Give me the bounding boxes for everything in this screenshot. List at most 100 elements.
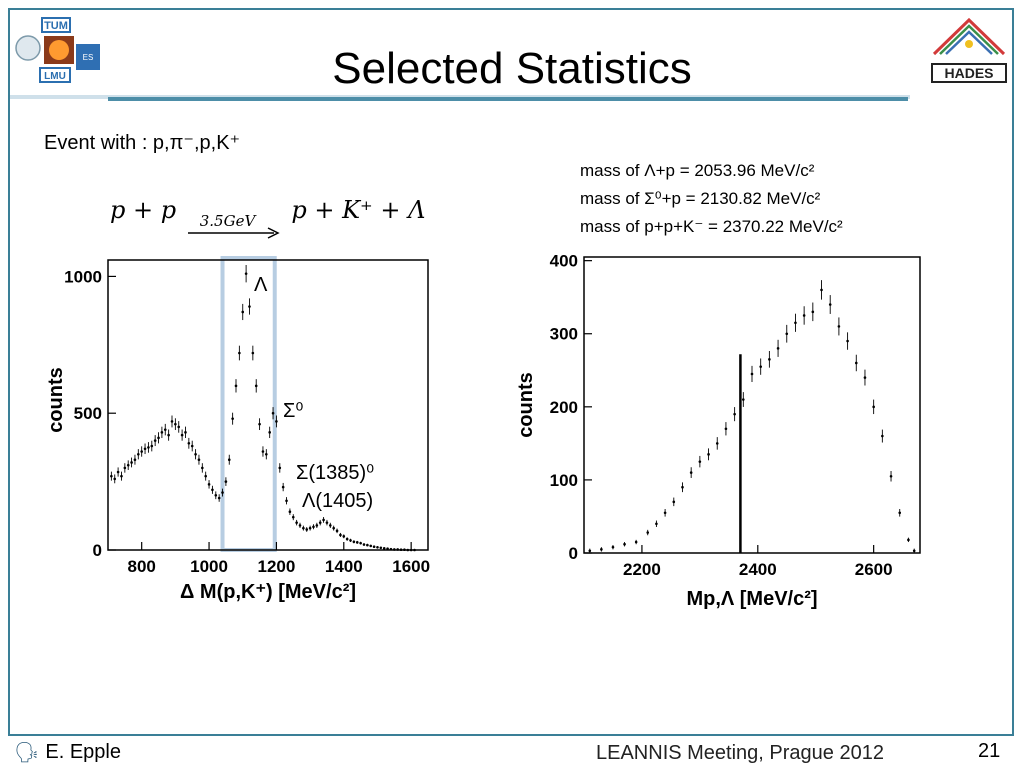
data-point bbox=[221, 488, 224, 497]
hades-logo: HADES bbox=[931, 17, 1007, 83]
data-point bbox=[828, 295, 832, 314]
data-point bbox=[689, 467, 693, 478]
data-point bbox=[389, 547, 393, 551]
y-tick-label: 100 bbox=[550, 471, 578, 490]
x-tick-label: 1000 bbox=[190, 557, 228, 576]
data-point bbox=[291, 514, 295, 521]
data-point bbox=[318, 519, 322, 526]
data-point bbox=[298, 522, 302, 528]
data-point bbox=[672, 497, 676, 507]
data-point bbox=[251, 345, 255, 361]
data-point bbox=[258, 418, 261, 431]
data-point bbox=[399, 548, 403, 552]
data-point bbox=[366, 543, 369, 547]
data-point bbox=[241, 303, 245, 321]
x-tick-label: 800 bbox=[127, 557, 155, 576]
data-point bbox=[197, 454, 201, 465]
data-point bbox=[265, 449, 268, 460]
data-point bbox=[342, 534, 346, 539]
data-point bbox=[379, 546, 383, 550]
y-tick-label: 200 bbox=[550, 398, 578, 417]
data-point bbox=[227, 454, 231, 465]
data-point bbox=[174, 418, 177, 431]
data-point bbox=[244, 264, 248, 283]
data-point bbox=[113, 474, 117, 484]
data-point bbox=[157, 432, 160, 444]
data-point bbox=[733, 407, 736, 422]
data-point bbox=[248, 298, 251, 315]
x-axis-label: Mp,Λ [MeV/c²] bbox=[686, 588, 817, 610]
footer-meeting: LEANNIS Meeting, Prague 2012 bbox=[596, 742, 884, 764]
svg-text:ES: ES bbox=[83, 53, 94, 62]
university-logos: TUM ES LMU bbox=[15, 17, 100, 83]
data-point bbox=[382, 547, 386, 550]
data-point bbox=[224, 477, 228, 486]
data-point bbox=[802, 306, 806, 325]
footer-author: 🗣 E. Epple bbox=[14, 740, 121, 765]
data-point bbox=[600, 547, 603, 552]
data-point bbox=[349, 538, 352, 543]
data-point bbox=[588, 548, 592, 553]
data-point bbox=[288, 508, 292, 515]
sigma0-label: Σ⁰ bbox=[283, 400, 304, 422]
data-point bbox=[123, 463, 127, 473]
y-tick-label: 0 bbox=[569, 544, 578, 563]
plot-frame bbox=[583, 256, 921, 554]
data-point bbox=[393, 548, 396, 551]
data-point bbox=[133, 454, 137, 465]
event-description: Event with : p,π⁻,p,K⁺ bbox=[44, 132, 241, 154]
x-axis-label: Δ M(p,K⁺) [MeV/c²] bbox=[180, 581, 356, 603]
data-point bbox=[820, 280, 823, 300]
data-point bbox=[724, 422, 728, 436]
data-point bbox=[126, 460, 130, 471]
slide-title: Selected Statistics bbox=[332, 44, 692, 93]
y-tick-label: 400 bbox=[550, 252, 578, 271]
data-point bbox=[201, 463, 204, 473]
data-point bbox=[611, 544, 615, 550]
data-point bbox=[362, 543, 366, 546]
x-tick-label: 1600 bbox=[392, 557, 430, 576]
data-point bbox=[355, 540, 359, 544]
author-name: E. Epple bbox=[45, 741, 121, 763]
delta-mass-histogram: 800 1000 1200 1400 1600 0 500 1000 counts Δ M(p… bbox=[45, 256, 430, 603]
data-point bbox=[881, 429, 884, 443]
x-tick-label: 1200 bbox=[258, 557, 296, 576]
data-point bbox=[231, 412, 234, 425]
data-point bbox=[329, 522, 332, 528]
data-point bbox=[315, 522, 319, 528]
reaction-arrow-icon bbox=[187, 227, 280, 239]
data-point bbox=[335, 528, 339, 534]
data-point bbox=[170, 415, 174, 428]
data-point bbox=[150, 440, 154, 452]
x-tick-label: 2200 bbox=[623, 560, 661, 579]
data-point bbox=[750, 365, 754, 382]
data-point bbox=[116, 467, 120, 477]
data-point bbox=[634, 539, 638, 545]
data-point bbox=[759, 358, 762, 375]
data-point bbox=[372, 545, 376, 549]
reaction-equation: p + p 3.5GeV p + K⁺ + Λ bbox=[110, 196, 425, 239]
data-point bbox=[359, 541, 362, 545]
invariant-mass-histogram: 2200 2400 2600 0 100 200 300 400 counts Mp,Λ [M… bbox=[515, 252, 921, 610]
data-point bbox=[285, 497, 288, 505]
data-point bbox=[413, 548, 416, 552]
svg-text:LMU: LMU bbox=[44, 71, 66, 82]
data-point bbox=[907, 537, 910, 543]
y-tick-label: 1000 bbox=[64, 267, 102, 286]
mass-line: mass of p+p+K⁻ = 2370.22 MeV/c² bbox=[580, 217, 843, 236]
data-point bbox=[742, 392, 745, 407]
data-point bbox=[698, 455, 702, 468]
x-tick-label: 1400 bbox=[325, 557, 363, 576]
data-point bbox=[312, 524, 315, 530]
data-point bbox=[167, 429, 170, 441]
data-point bbox=[396, 548, 399, 551]
data-point bbox=[655, 520, 658, 528]
data-point bbox=[163, 423, 167, 436]
svg-text:HADES: HADES bbox=[944, 65, 993, 81]
data-point bbox=[234, 379, 238, 393]
data-point bbox=[214, 491, 218, 500]
data-point bbox=[295, 519, 298, 526]
data-point bbox=[863, 369, 867, 386]
data-point bbox=[339, 532, 342, 537]
lambda1405-label: Λ(1405) bbox=[302, 490, 374, 512]
